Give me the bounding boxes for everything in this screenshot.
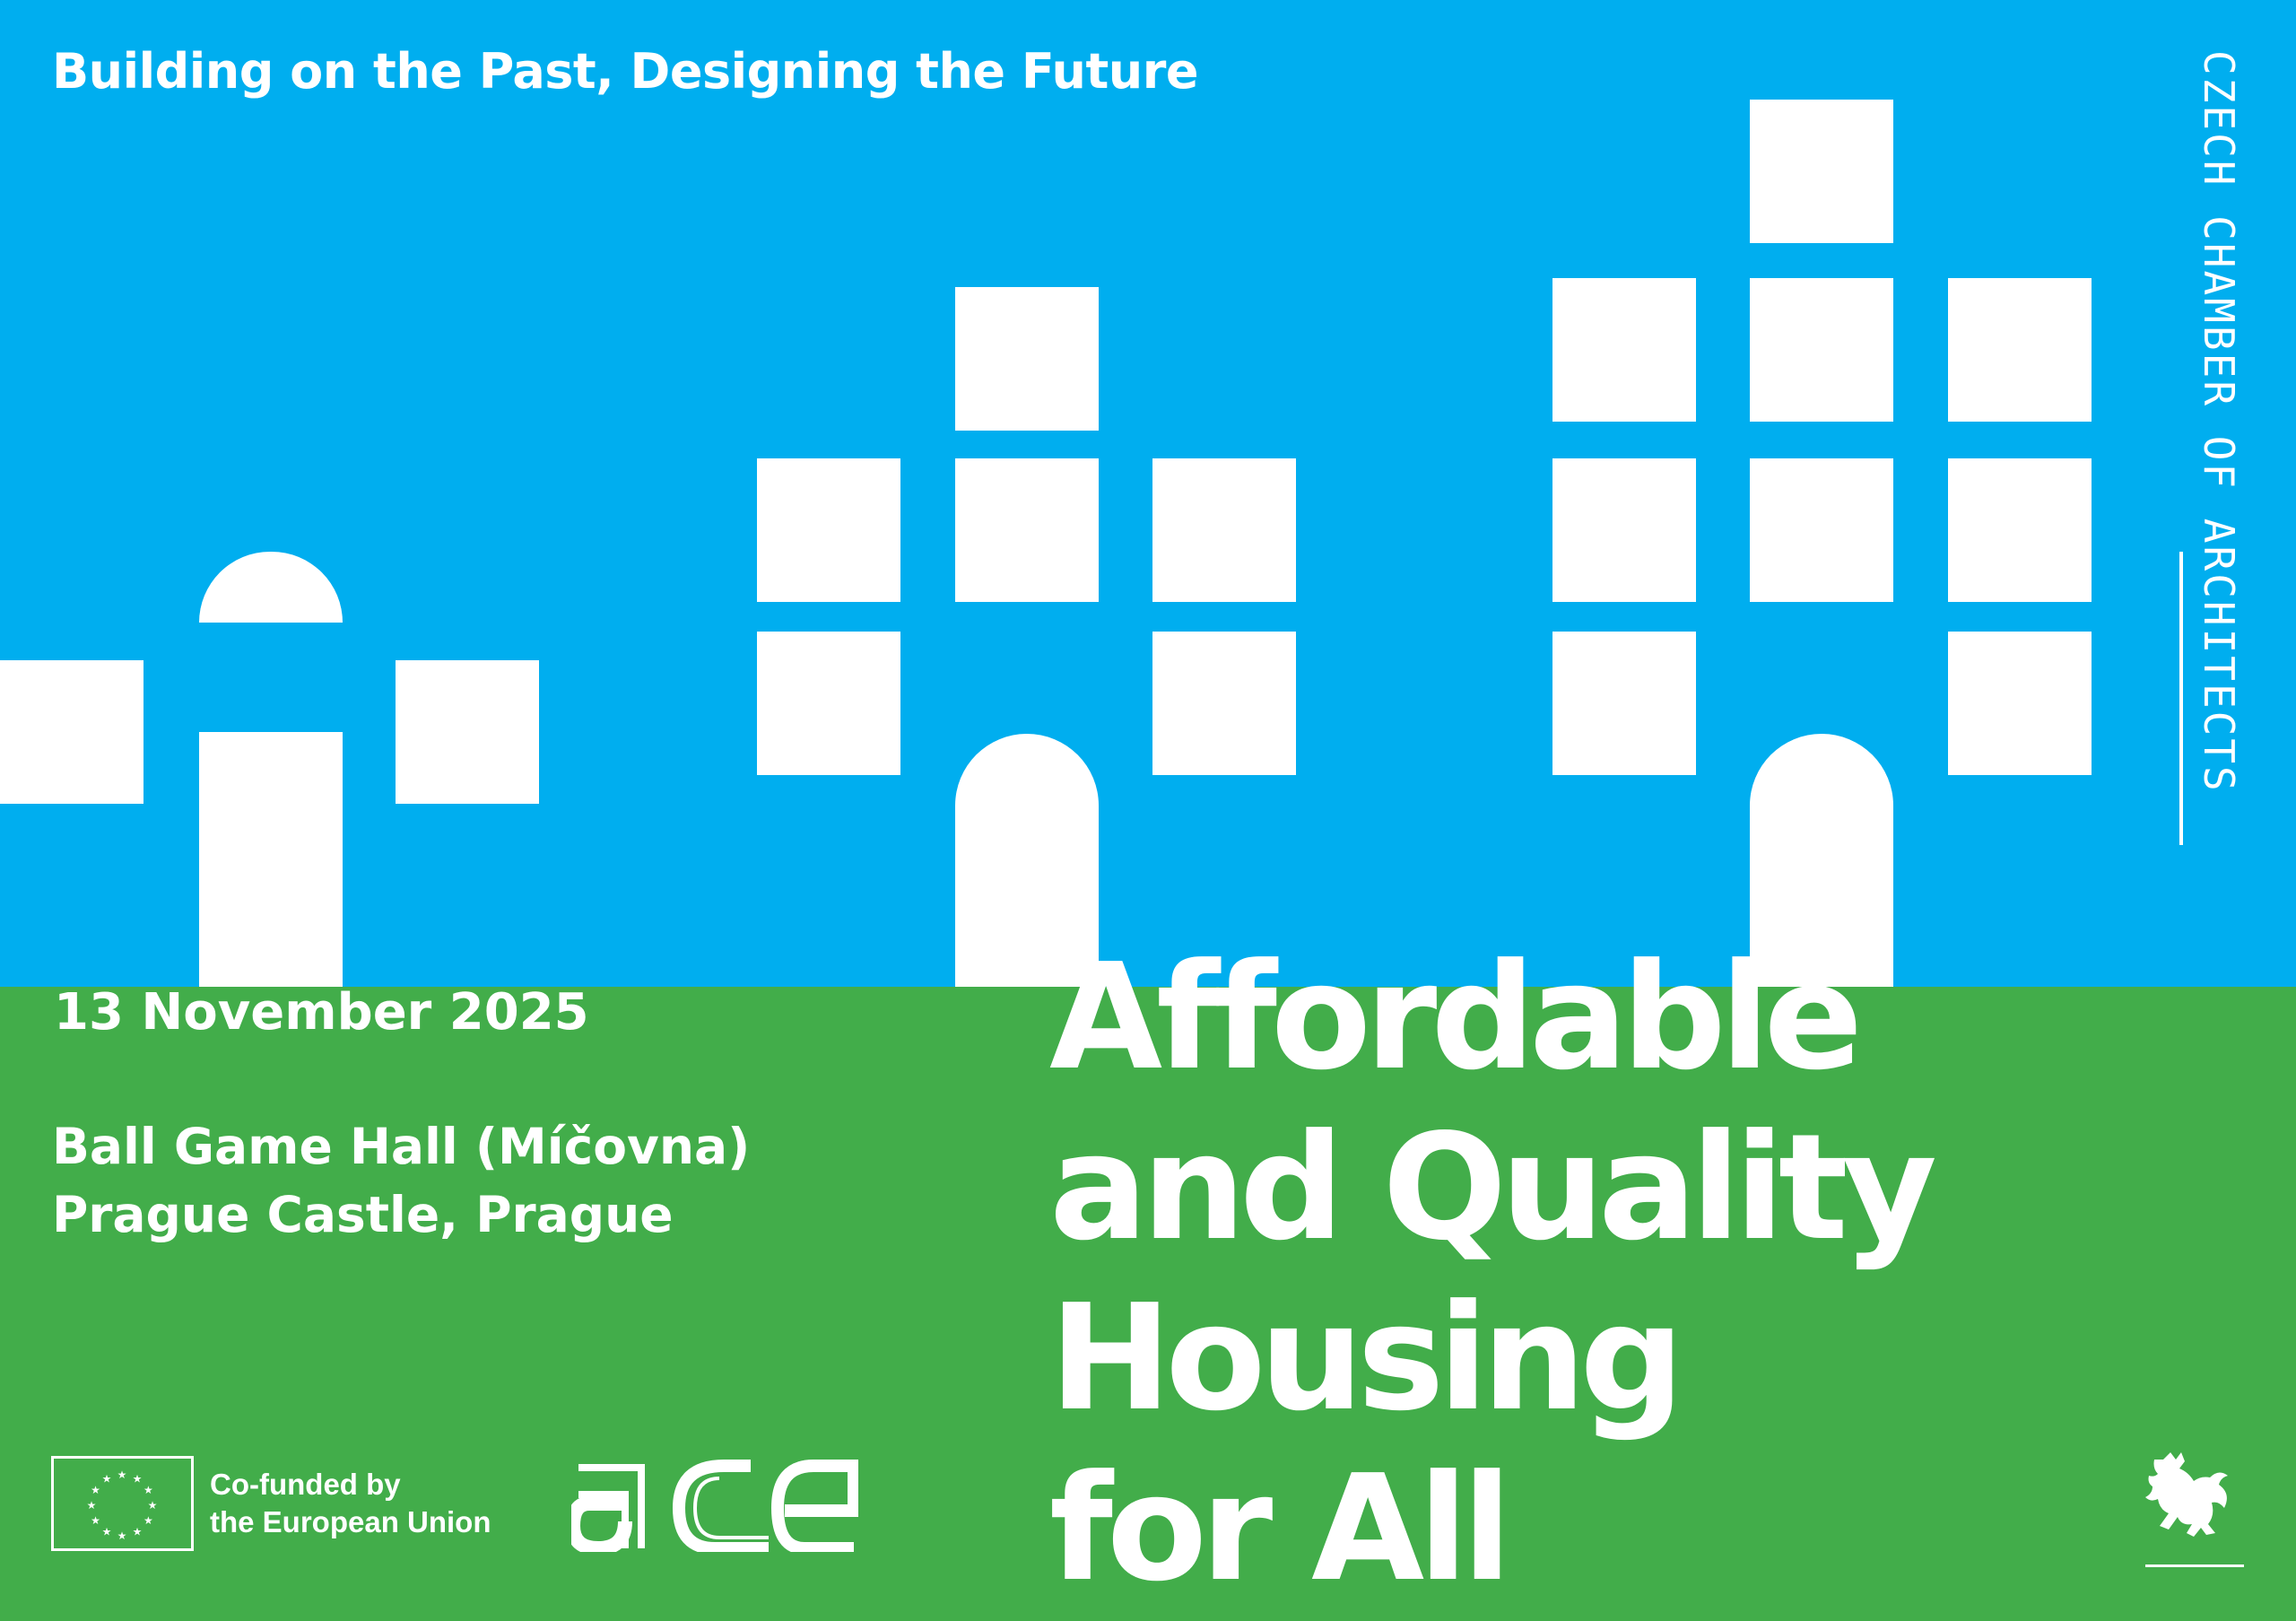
- czech-lion-emblem-icon: [2145, 1452, 2228, 1537]
- eu-star-icon: ★: [117, 1468, 127, 1481]
- emblem-underline: [2145, 1564, 2244, 1567]
- window: [1948, 632, 2092, 775]
- window: [1750, 100, 1893, 243]
- eu-star-icon: ★: [102, 1525, 112, 1538]
- event-date: 13 November 2025: [54, 983, 589, 1041]
- ground-background: [0, 987, 2296, 1621]
- eu-star-icon: ★: [144, 1514, 153, 1527]
- eu-cofunded-text: Co-funded by the European Union: [210, 1466, 491, 1541]
- eu-star-icon: ★: [144, 1484, 153, 1496]
- window: [757, 632, 900, 775]
- window: [757, 458, 900, 602]
- eu-star-icon: ★: [91, 1514, 100, 1527]
- window: [1152, 458, 1296, 602]
- arched-door: [1750, 734, 1893, 987]
- eu-star-icon: ★: [102, 1473, 112, 1486]
- window: [1552, 278, 1696, 422]
- divider-line: [2179, 552, 2183, 845]
- window: [1948, 458, 2092, 602]
- arched-door: [955, 734, 1099, 987]
- window: [955, 458, 1099, 602]
- event-title: Affordable and Quality Housing for All: [1049, 933, 1937, 1615]
- window: [1750, 458, 1893, 602]
- title-line: for All: [1049, 1444, 1512, 1614]
- eu-star-icon: ★: [148, 1499, 158, 1512]
- window: [1948, 278, 2092, 422]
- title-line: Affordable: [1049, 933, 1863, 1102]
- eu-line: the European Union: [210, 1505, 491, 1538]
- window: [1152, 632, 1296, 775]
- window: [1552, 458, 1696, 602]
- window: [396, 660, 539, 804]
- event-venue: Ball Game Hall (Míčovna) Prague Castle, …: [52, 1112, 750, 1249]
- door: [199, 732, 343, 987]
- window: [1552, 632, 1696, 775]
- window: [0, 660, 144, 804]
- venue-line: Ball Game Hall (Míčovna): [52, 1118, 751, 1175]
- sky-background: [0, 0, 2296, 987]
- eu-star-icon: ★: [117, 1529, 127, 1542]
- eu-flag-icon: ★ ★ ★ ★ ★ ★ ★ ★ ★ ★ ★ ★: [51, 1456, 194, 1551]
- tagline: Building on the Past, Designing the Futu…: [52, 43, 1198, 100]
- eu-star-icon: ★: [91, 1484, 100, 1496]
- organization-name: CZECH CHAMBER OF ARCHITECTS: [2195, 50, 2243, 794]
- eu-star-icon: ★: [87, 1499, 97, 1512]
- eu-star-icon: ★: [133, 1473, 143, 1486]
- venue-line: Prague Castle, Prague: [52, 1186, 674, 1243]
- window: [1750, 278, 1893, 422]
- eu-line: Co-funded by: [210, 1468, 401, 1501]
- title-line: Housing: [1049, 1274, 1684, 1443]
- eu-star-icon: ★: [133, 1525, 143, 1538]
- ace-logo: [571, 1460, 858, 1552]
- title-line: and Quality: [1049, 1103, 1937, 1273]
- window: [955, 287, 1099, 431]
